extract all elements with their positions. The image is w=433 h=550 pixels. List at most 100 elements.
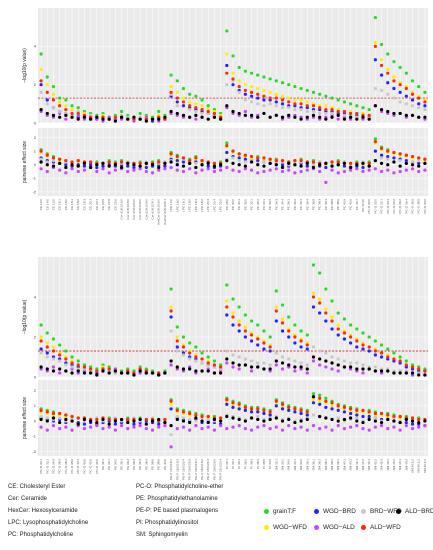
legend-marker <box>361 509 366 514</box>
data-point <box>299 159 303 163</box>
data-point <box>268 367 272 371</box>
data-point <box>330 319 334 323</box>
data-point <box>181 100 186 104</box>
data-point <box>367 367 371 371</box>
data-point <box>410 427 415 431</box>
data-point <box>342 161 347 165</box>
data-point <box>225 305 229 309</box>
data-point <box>311 413 316 417</box>
data-point <box>64 159 68 163</box>
data-point <box>243 113 247 117</box>
data-point <box>268 417 272 422</box>
data-point <box>256 115 260 119</box>
data-point <box>379 411 384 416</box>
data-point <box>392 150 396 155</box>
data-point <box>256 417 260 422</box>
data-point <box>188 159 192 163</box>
data-point <box>175 104 179 108</box>
data-point <box>175 427 179 431</box>
legend-label: grainT:F <box>273 508 297 515</box>
data-point <box>318 349 322 353</box>
legend-marker <box>264 525 269 530</box>
data-point <box>194 117 198 121</box>
data-point <box>336 98 340 102</box>
data-point <box>194 413 198 417</box>
data-point <box>256 156 260 160</box>
data-point <box>70 414 74 419</box>
data-point <box>293 84 297 89</box>
data-point <box>423 419 427 423</box>
y-tick-label: -2 <box>32 449 36 454</box>
data-point <box>392 351 396 355</box>
data-point <box>45 351 49 355</box>
data-point <box>287 83 291 87</box>
data-point <box>212 169 217 174</box>
data-point <box>417 161 421 165</box>
data-point <box>132 165 136 170</box>
data-point <box>305 100 309 104</box>
data-point <box>249 339 254 343</box>
data-point <box>113 419 117 423</box>
data-point <box>58 420 62 425</box>
data-point <box>188 428 192 432</box>
data-point <box>342 169 347 174</box>
data-point <box>373 349 377 353</box>
data-point <box>206 104 210 108</box>
data-point <box>324 351 328 355</box>
data-point <box>274 305 278 309</box>
data-point <box>305 161 309 165</box>
data-point <box>169 165 173 170</box>
data-point <box>157 373 161 377</box>
data-point <box>237 355 241 359</box>
data-point <box>237 84 241 89</box>
data-point <box>311 355 316 359</box>
data-point <box>355 416 359 420</box>
x-tick-label: SM 44:2 <box>404 459 408 471</box>
data-point <box>169 109 173 114</box>
data-point <box>70 428 74 432</box>
data-point <box>262 104 266 108</box>
data-point <box>163 164 167 168</box>
data-point <box>311 295 316 299</box>
data-point <box>423 369 427 373</box>
data-point <box>293 163 297 167</box>
legend-label: WGD−WFD <box>273 524 307 531</box>
data-point <box>355 424 359 428</box>
x-tick-label: PE 36:1 <box>120 459 124 470</box>
data-point <box>243 157 247 161</box>
data-point <box>51 92 56 96</box>
data-point <box>212 428 217 432</box>
data-point <box>324 180 328 184</box>
data-point <box>231 315 235 319</box>
x-tick-label: PE-P 18:0/18:2 <box>200 459 204 480</box>
data-point <box>225 361 229 365</box>
data-point <box>163 115 167 119</box>
x-tick-label: PC 38:5 <box>330 199 334 210</box>
data-point <box>39 67 43 71</box>
data-point <box>318 402 322 406</box>
data-point <box>212 115 217 119</box>
data-point <box>119 160 124 164</box>
data-point <box>225 414 229 419</box>
data-point <box>355 104 359 108</box>
data-point <box>119 417 124 422</box>
data-point <box>206 167 210 171</box>
data-point <box>268 168 272 172</box>
data-point <box>249 428 254 432</box>
data-point <box>181 156 186 160</box>
data-point <box>231 297 235 301</box>
data-point <box>268 349 272 353</box>
x-tick-label: PC-O 40:5 <box>82 459 86 474</box>
data-point <box>138 111 142 116</box>
data-point <box>95 115 99 119</box>
data-point <box>318 414 322 419</box>
data-point <box>280 428 285 432</box>
data-point <box>194 156 198 160</box>
data-point <box>349 425 353 429</box>
data-point <box>219 416 223 420</box>
data-point <box>305 115 309 119</box>
data-point <box>280 361 285 365</box>
x-tick-label: SM 34:1;2 <box>411 459 415 473</box>
data-point <box>188 161 192 165</box>
data-point <box>404 159 408 163</box>
